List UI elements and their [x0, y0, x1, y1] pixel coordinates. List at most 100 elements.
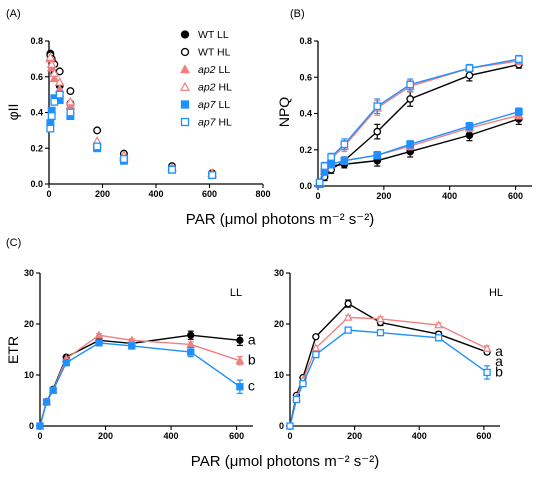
x-tick-label: 600 — [476, 431, 491, 441]
data-point — [286, 422, 294, 430]
y-tick-label: 20 — [24, 319, 34, 329]
data-point — [344, 299, 352, 308]
legend-marker — [180, 100, 190, 109]
data-point — [46, 59, 57, 68]
data-point — [236, 336, 244, 344]
y-tick-label: 0.4 — [299, 109, 312, 119]
data-point — [47, 112, 56, 121]
data-point — [168, 165, 176, 174]
data-point — [312, 333, 320, 341]
y-tick-label: 0.2 — [299, 145, 312, 155]
x-tick-label: 200 — [98, 431, 113, 441]
data-point — [54, 77, 65, 86]
x-tick-label: 600 — [202, 189, 217, 199]
data-point — [315, 178, 324, 187]
data-point — [49, 386, 57, 394]
data-point — [483, 368, 491, 377]
data-point — [235, 356, 245, 365]
data-point — [373, 151, 382, 160]
data-point — [65, 96, 76, 106]
data-point — [46, 124, 55, 133]
data-point — [327, 160, 336, 169]
x-tick-label: 400 — [148, 189, 163, 199]
series-ap2-hl — [285, 312, 492, 430]
series-line — [289, 302, 488, 427]
data-point — [406, 95, 415, 103]
data-point — [376, 329, 385, 337]
legend-label: ap2 LL — [198, 64, 230, 76]
x-tick-label: 600 — [229, 431, 244, 441]
data-point — [50, 97, 59, 106]
legend-marker — [180, 47, 190, 57]
y-tick-label: 30 — [274, 268, 284, 278]
x-tick-label: 800 — [255, 189, 270, 199]
series-wt-ll — [36, 330, 244, 430]
data-point — [340, 140, 349, 149]
data-point — [311, 343, 321, 352]
significance-label: a — [248, 331, 256, 347]
data-point — [434, 334, 443, 342]
series-line — [39, 334, 240, 427]
y-tick-label: 0.4 — [30, 108, 43, 118]
x-tick-label: 0 — [37, 431, 42, 441]
significance-label: a — [495, 343, 503, 359]
series-line — [39, 334, 241, 427]
legend-marker — [180, 30, 190, 39]
data-point — [320, 162, 329, 170]
data-point — [42, 398, 51, 406]
data-point — [62, 359, 70, 367]
y-tick-label: 0 — [29, 421, 34, 431]
y-tick-label: 0.6 — [30, 72, 43, 82]
legend-item: ap7 LL — [180, 99, 230, 111]
y-tick-label: 0.2 — [30, 143, 43, 153]
legend-label: WT HL — [198, 47, 231, 59]
data-point — [465, 122, 474, 131]
data-point — [299, 380, 307, 388]
data-point — [482, 343, 492, 352]
x-tick-label: 0 — [46, 189, 51, 199]
data-point — [312, 350, 320, 359]
series-line — [289, 316, 488, 427]
data-point — [128, 342, 136, 350]
series-line — [319, 118, 520, 185]
data-point — [66, 87, 75, 95]
y-tick-label: 20 — [274, 319, 284, 329]
series-ap7-hl — [315, 54, 523, 187]
x-tick-label: 200 — [347, 431, 362, 441]
panel-a-ylabel: φII — [5, 104, 21, 121]
data-point — [187, 331, 195, 339]
data-point — [465, 131, 474, 140]
data-point — [55, 90, 64, 99]
legend-label: WT LL — [198, 29, 229, 41]
x-tick-label: 400 — [442, 191, 457, 201]
data-point — [45, 52, 56, 61]
y-tick-label: 0.8 — [299, 36, 312, 46]
x-tick-label: 0 — [315, 191, 320, 201]
data-point — [49, 73, 60, 83]
data-point — [66, 108, 75, 117]
data-point — [292, 395, 301, 404]
data-point — [208, 171, 217, 180]
panel-c-ll-plot: 0 200 400 600 0 10 20 30 abc — [24, 268, 256, 441]
series-ap7-ll — [36, 339, 244, 430]
x-tick-label: 200 — [95, 189, 110, 199]
data-point — [93, 126, 102, 135]
legend-item: WT LL — [180, 29, 229, 41]
x-tick-label: 0 — [287, 431, 292, 441]
panel-c-ylabel: ETR — [5, 336, 21, 364]
data-point — [465, 71, 474, 80]
legend-item: ap2 LL — [179, 64, 230, 76]
xlabel-c: PAR (μmol photons m⁻² s⁻²) — [191, 453, 379, 470]
significance-label: b — [495, 363, 503, 379]
data-point — [514, 55, 523, 63]
series-ap7-hl — [286, 326, 491, 430]
legend-label: ap7 HL — [198, 117, 232, 129]
x-tick-label: 200 — [376, 191, 391, 201]
data-point — [406, 80, 415, 89]
significance-label: c — [248, 378, 255, 394]
y-tick-label: 30 — [24, 268, 34, 278]
panel-a-label: (A) — [6, 8, 21, 20]
x-tick-label: 600 — [508, 191, 523, 201]
legend-label: ap7 LL — [198, 99, 230, 111]
x-tick-label: 400 — [164, 431, 179, 441]
